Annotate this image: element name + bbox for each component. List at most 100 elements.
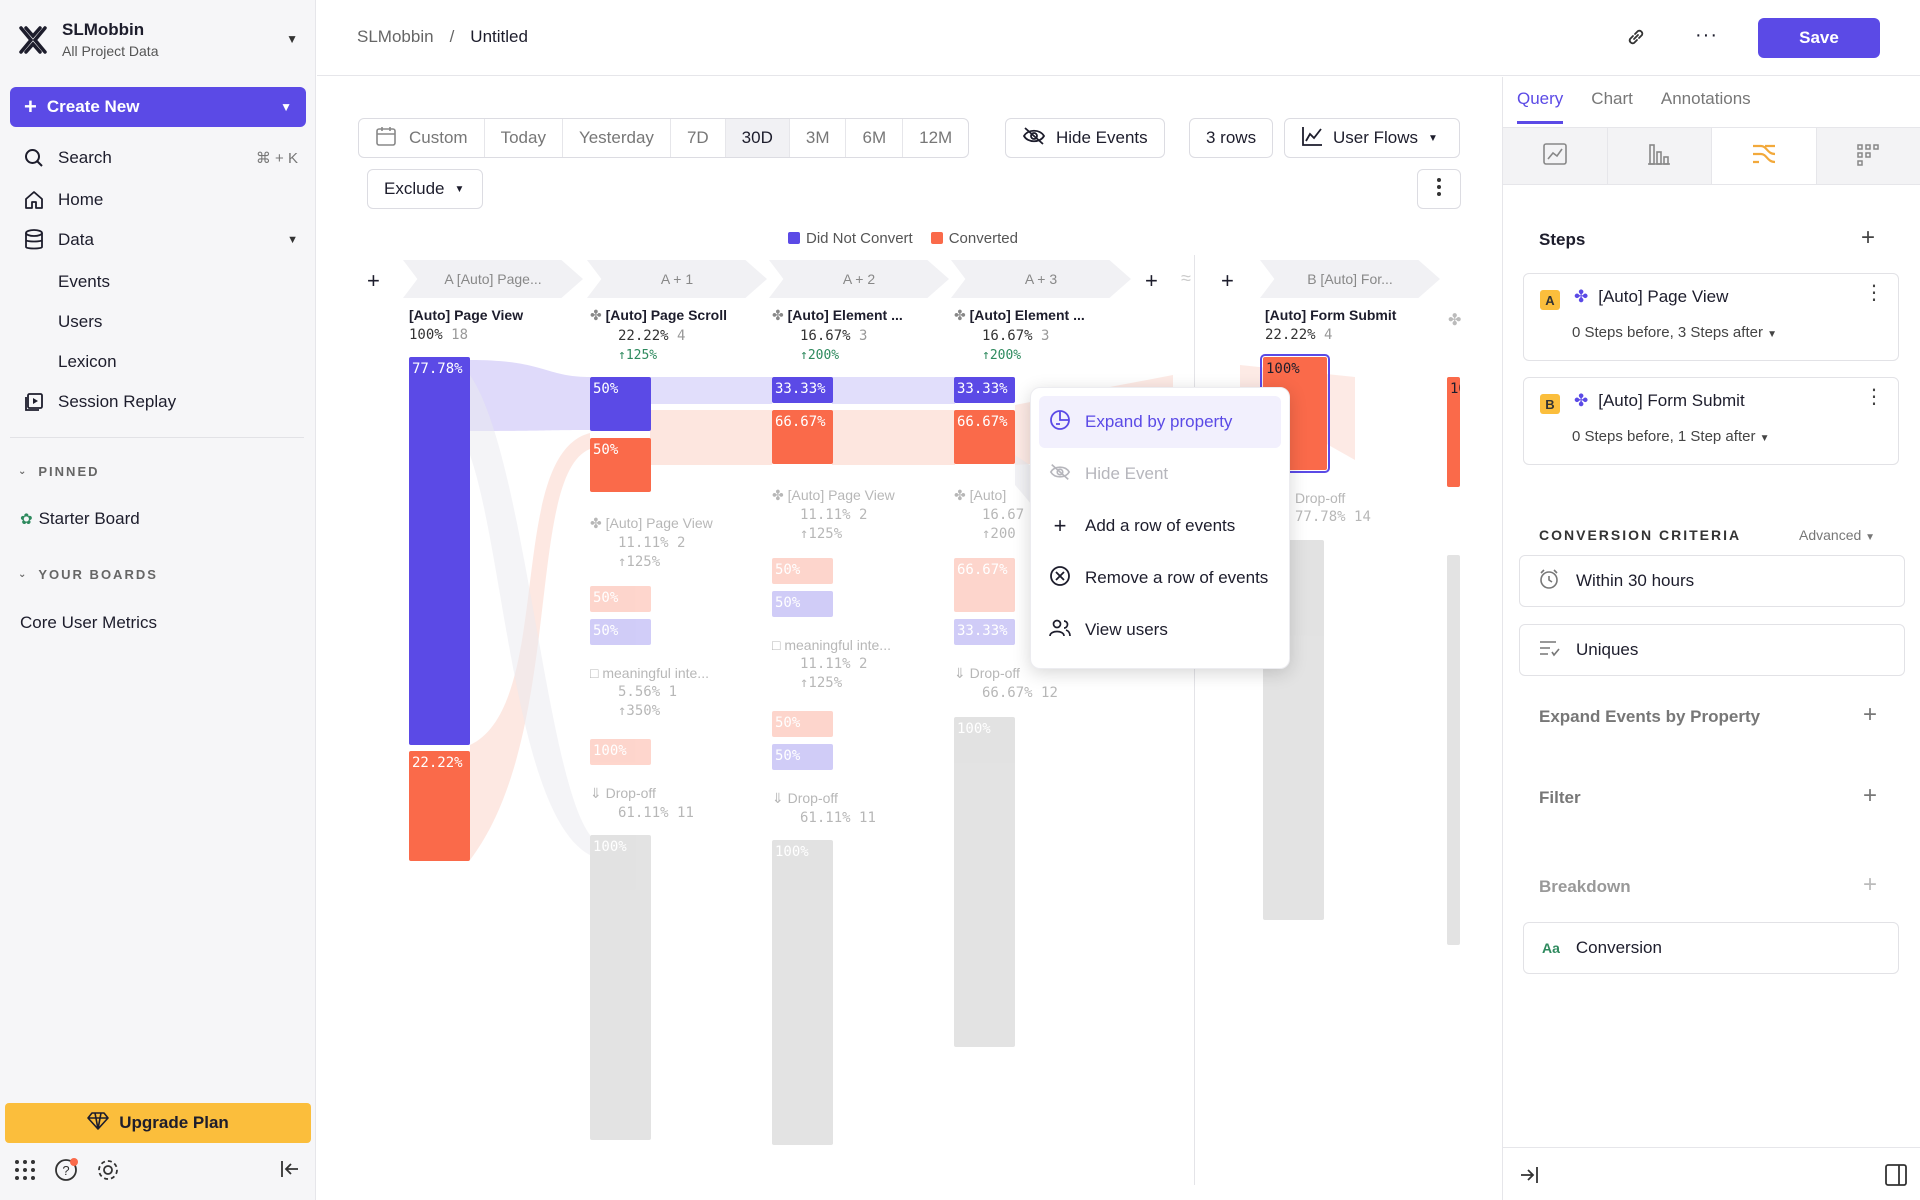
vertical-dots-icon[interactable]: ⋮ <box>1864 282 1884 304</box>
bar-not-converted[interactable]: 50% <box>590 377 651 431</box>
hide-events-button[interactable]: Hide Events <box>1005 118 1165 158</box>
chart-more-button[interactable] <box>1417 169 1461 209</box>
column-label-element-3[interactable]: ✤ [Auto] Element ... 16.67% 3 ↑200% <box>954 307 1085 363</box>
ghost-bar[interactable]: 33.33% <box>954 619 1015 645</box>
pinned-item-starter-board[interactable]: ✿ Starter Board <box>20 503 296 535</box>
sidebar-item-data[interactable]: Data ▼ <box>22 224 298 256</box>
date-range-30d[interactable]: 30D <box>725 119 790 157</box>
ghost-bar[interactable]: 50% <box>590 619 651 645</box>
collapse-panel-icon[interactable] <box>1519 1166 1539 1189</box>
ghost-bar[interactable]: 100% <box>590 835 651 1140</box>
bar-not-converted[interactable]: 77.78% <box>409 357 470 745</box>
upgrade-plan-button[interactable]: Upgrade Plan <box>5 1103 311 1143</box>
step-event[interactable]: ✤ [Auto] Page View <box>1574 287 1728 307</box>
menu-item-view-users[interactable]: View users <box>1039 604 1281 656</box>
settings-gear-icon[interactable] <box>96 1158 120 1187</box>
ghost-bar[interactable]: 100% <box>772 840 833 1145</box>
step-header-a[interactable]: A [Auto] Page... <box>403 260 583 298</box>
date-range-yesterday[interactable]: Yesterday <box>563 119 671 157</box>
sidebar-item-lexicon[interactable]: Lexicon <box>58 352 117 371</box>
date-range-12m[interactable]: 12M <box>919 128 953 147</box>
tab-annotations[interactable]: Annotations <box>1660 89 1751 108</box>
ghost-bar[interactable]: 100% <box>590 739 651 765</box>
legend-did-not-convert[interactable]: Did Not Convert <box>788 230 913 247</box>
bar-converted[interactable]: 66.67% <box>954 410 1015 464</box>
bar-not-converted[interactable]: 33.33% <box>772 377 833 403</box>
date-range-today[interactable]: Today <box>485 119 563 157</box>
more-options-icon[interactable]: ··· <box>1695 24 1718 46</box>
legend-converted[interactable]: Converted <box>930 230 1018 247</box>
view-selector[interactable]: User Flows ▼ <box>1284 118 1460 158</box>
bar-converted[interactable]: 22.22% <box>409 751 470 861</box>
menu-item-expand-by-property[interactable]: Expand by property <box>1039 396 1281 448</box>
viz-funnels[interactable] <box>1607 128 1712 184</box>
bar-not-converted[interactable]: 33.33% <box>954 377 1015 403</box>
menu-item-hide-event[interactable]: Hide Event <box>1039 448 1281 500</box>
link-icon[interactable] <box>1625 26 1647 53</box>
add-expand-plus-icon[interactable]: + <box>1863 701 1878 728</box>
viz-insights[interactable] <box>1503 128 1608 184</box>
column-label-element-2[interactable]: ✤ [Auto] Element ... 16.67% 3 ↑200% <box>772 307 903 363</box>
step-header-a1[interactable]: A + 1 <box>587 260 767 298</box>
ghost-node-page-view[interactable]: ✤ [Auto] Page View 11.11% 2 ↑125% <box>772 487 895 542</box>
add-step-before-icon[interactable]: + <box>367 268 380 293</box>
step-detail[interactable]: 0 Steps before, 1 Step after ▼ <box>1572 428 1770 445</box>
tab-query[interactable]: Query <box>1517 89 1564 124</box>
ghost-bar[interactable]: 66.67% <box>954 558 1015 612</box>
ghost-node-page-view[interactable]: ✤ [Auto] Page View 11.11% 2 ↑125% <box>590 515 713 570</box>
add-step-b-before-icon[interactable]: + <box>1221 268 1234 293</box>
sidebar-item-session-replay[interactable]: Session Replay <box>22 386 298 418</box>
date-range-6m[interactable]: 6M <box>846 119 904 157</box>
step-header-a3[interactable]: A + 3 <box>951 260 1131 298</box>
breadcrumb-current[interactable]: Untitled <box>470 27 528 46</box>
ghost-bar[interactable]: 50% <box>772 558 833 584</box>
step-event[interactable]: ✤ [Auto] Form Submit <box>1574 391 1745 411</box>
column-label-form-submit[interactable]: [Auto] Form Submit 22.22% 4 <box>1265 307 1396 343</box>
ghost-bar[interactable]: 50% <box>772 711 833 737</box>
help-icon[interactable]: ? <box>54 1158 78 1187</box>
save-button[interactable]: Save <box>1758 18 1880 58</box>
ghost-bar-partial[interactable] <box>1447 555 1460 945</box>
sidebar-item-users[interactable]: Users <box>58 312 103 331</box>
column-label-page-scroll[interactable]: ✤ [Auto] Page Scroll 22.22% 4 ↑125% <box>590 307 727 363</box>
tab-chart[interactable]: Chart <box>1591 89 1633 108</box>
step-detail[interactable]: 0 Steps before, 3 Steps after ▼ <box>1572 324 1777 341</box>
create-new-button[interactable]: + Create New ▼ <box>10 87 306 127</box>
ghost-bar[interactable]: 50% <box>772 591 833 617</box>
bar-converted[interactable]: 50% <box>590 438 651 492</box>
sidebar-item-search[interactable]: Search ⌘ + K <box>22 142 298 174</box>
collapse-sidebar-icon[interactable] <box>280 1160 300 1183</box>
bar-converted-partial[interactable]: 10 <box>1447 377 1460 487</box>
breadcrumb-root[interactable]: SLMobbin <box>357 27 434 46</box>
ghost-node-drop-off[interactable]: ⇓ Drop-off 66.67% 12 <box>954 665 1058 701</box>
pinned-header[interactable]: ⌄ PINNED <box>18 464 100 479</box>
board-item-core-user-metrics[interactable]: Core User Metrics <box>20 613 157 632</box>
add-breakdown-plus-icon[interactable]: + <box>1863 871 1878 898</box>
add-filter-plus-icon[interactable]: + <box>1863 782 1878 809</box>
bar-converted[interactable]: 66.67% <box>772 410 833 464</box>
date-range-custom[interactable]: Custom <box>359 119 485 157</box>
date-range-7d[interactable]: 7D <box>671 119 726 157</box>
ghost-node-meaningful[interactable]: □ meaningful inte... 5.56% 1 ↑350% <box>590 665 709 719</box>
ghost-bar[interactable]: 100% <box>954 717 1015 1047</box>
criteria-mode-dropdown[interactable]: Advanced ▼ <box>1799 527 1875 543</box>
ghost-bar[interactable]: 50% <box>590 586 651 612</box>
viz-retention[interactable] <box>1816 128 1920 184</box>
workspace-switcher[interactable]: SLMobbin All Project Data ▼ <box>18 20 298 59</box>
apps-grid-icon[interactable] <box>14 1159 36 1186</box>
add-step-after-icon[interactable]: + <box>1145 268 1158 293</box>
ghost-node-drop-off[interactable]: ⇓ Drop-off 61.11% 11 <box>590 785 694 821</box>
step-header-a2[interactable]: A + 2 <box>769 260 949 298</box>
ghost-node-auto[interactable]: ✤ [Auto] 16.67 ↑200 <box>954 487 1024 542</box>
exclude-dropdown[interactable]: Exclude ▼ <box>367 169 483 209</box>
vertical-dots-icon[interactable]: ⋮ <box>1864 386 1884 408</box>
your-boards-header[interactable]: ⌄ YOUR BOARDS <box>18 567 158 582</box>
date-range-3m[interactable]: 3M <box>790 119 847 157</box>
ghost-bar[interactable]: 50% <box>772 744 833 770</box>
rows-selector[interactable]: 3 rows <box>1189 118 1274 158</box>
step-card-a[interactable]: A ✤ [Auto] Page View 0 Steps before, 3 St… <box>1523 273 1899 361</box>
menu-item-remove-row[interactable]: Remove a row of events <box>1039 552 1281 604</box>
breakdown-item-conversion[interactable]: Aa Conversion <box>1523 922 1899 974</box>
step-card-b[interactable]: B ✤ [Auto] Form Submit 0 Steps before, 1 … <box>1523 377 1899 465</box>
ghost-node-drop-off[interactable]: ⇓ Drop-off 61.11% 11 <box>772 790 876 826</box>
